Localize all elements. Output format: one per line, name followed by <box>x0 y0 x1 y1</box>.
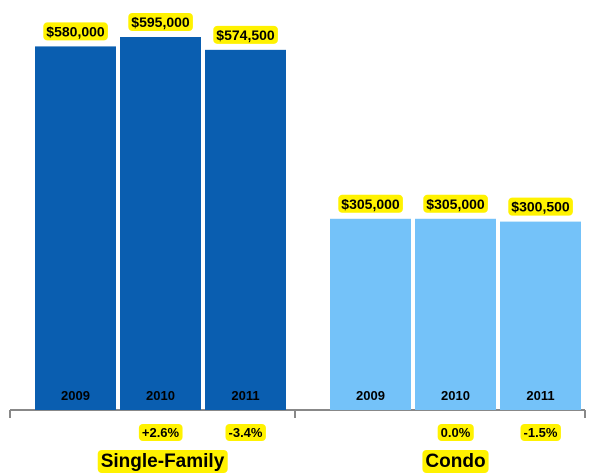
bar-value-label: $300,500 <box>511 199 570 215</box>
bar-value-label-highlight <box>338 194 403 213</box>
change-percent-label-highlight <box>437 424 474 441</box>
change-percent-label: -3.4% <box>229 425 263 440</box>
change-percent-label-highlight <box>138 424 183 441</box>
bar-value-label-highlight <box>508 197 573 216</box>
bar-value-label: $305,000 <box>341 196 400 212</box>
bar-value-label: $595,000 <box>131 14 190 30</box>
bar-value-label: $305,000 <box>426 196 485 212</box>
group-label: Condo <box>425 451 485 472</box>
bar-value-label-highlight <box>128 13 193 31</box>
change-percent-label: -1.5% <box>524 425 558 440</box>
group-label-highlight <box>422 450 489 473</box>
bar-value-label: $580,000 <box>46 23 105 39</box>
bar-year-label: 2010 <box>146 388 175 403</box>
bar-value-label-highlight <box>423 194 488 213</box>
bar-year-label: 2011 <box>526 388 554 403</box>
bar-condo-2011 <box>500 221 581 410</box>
bar-single-family-2011 <box>205 49 286 411</box>
change-percent-label: +2.6% <box>142 425 180 440</box>
change-percent-label-highlight <box>520 424 561 441</box>
group-label: Single-Family <box>101 451 225 472</box>
change-percent-label: 0.0% <box>441 425 471 440</box>
bar-year-label: 2009 <box>61 388 90 403</box>
bar-value-label-highlight <box>43 22 108 41</box>
bar-year-label: 2009 <box>356 388 385 403</box>
bar-year-label: 2011 <box>231 388 259 403</box>
group-label-highlight <box>97 450 228 473</box>
bar-value-label-highlight <box>213 25 278 44</box>
bar-year-label: 2010 <box>441 388 470 403</box>
bar-condo-2009 <box>330 218 411 410</box>
bar-single-family-2010 <box>120 37 201 410</box>
bar-single-family-2009 <box>35 46 116 411</box>
bar-condo-2010 <box>415 218 496 410</box>
bar-value-label: $574,500 <box>216 27 275 43</box>
change-percent-label-highlight <box>225 424 266 441</box>
